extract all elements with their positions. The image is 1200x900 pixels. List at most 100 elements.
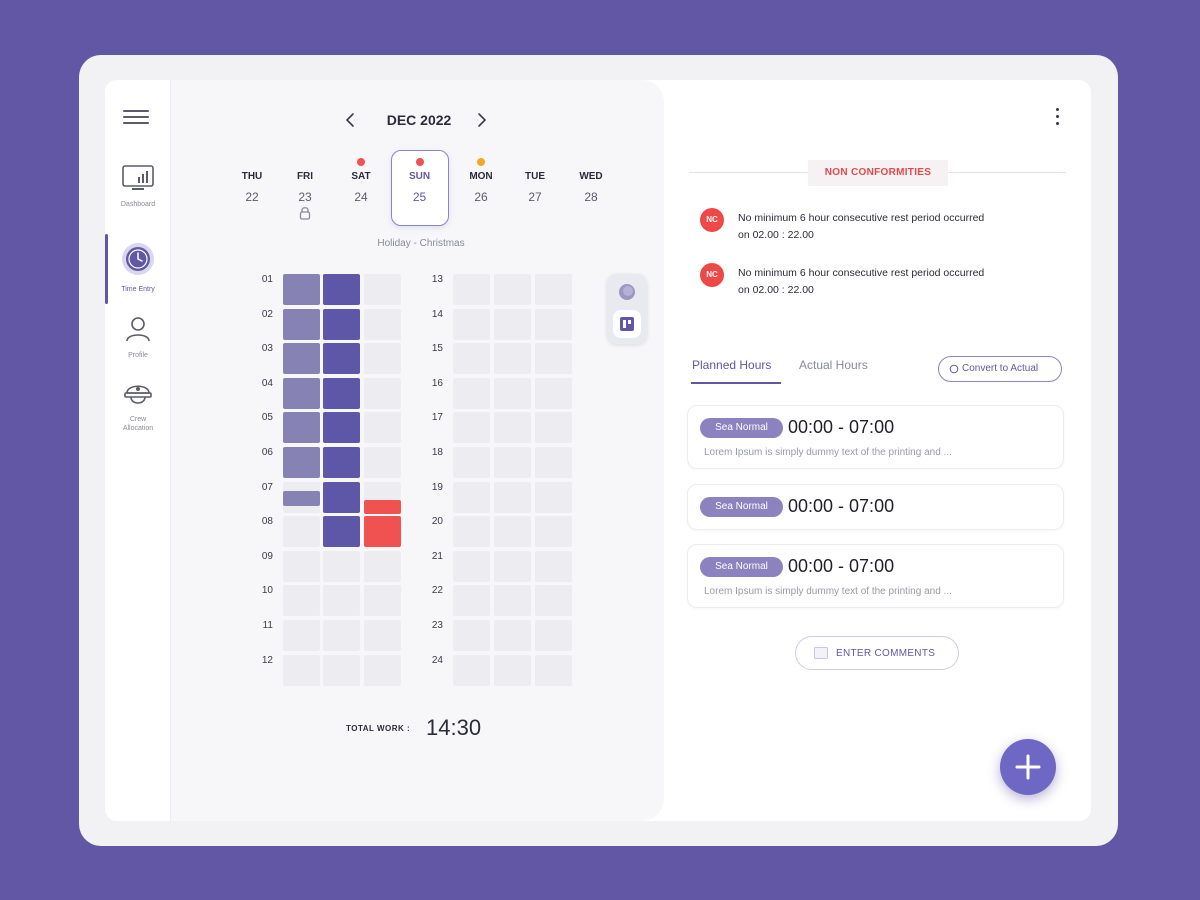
toggle-grid-view[interactable]	[613, 310, 641, 338]
enter-comments-button[interactable]: ENTER COMMENTS	[795, 636, 959, 670]
hour-cell[interactable]	[453, 343, 490, 374]
hour-cell[interactable]	[364, 274, 401, 305]
hour-cell[interactable]	[323, 516, 360, 547]
sidebar-item-time-entry[interactable]: Time Entry	[105, 234, 171, 304]
hour-cell[interactable]	[494, 655, 531, 686]
hour-cell[interactable]	[453, 585, 490, 616]
day-number: 27	[528, 190, 542, 204]
hour-cell[interactable]	[453, 309, 490, 340]
nc-badge: NC	[700, 208, 724, 232]
hour-cell[interactable]	[494, 516, 531, 547]
hour-entry-card[interactable]: Sea Normal 00:00 - 07:00 Lorem Ipsum is …	[687, 405, 1064, 469]
sidebar-item-crew-allocation[interactable]: Crew Allocation	[105, 380, 171, 433]
sidebar-item-dashboard[interactable]: Dashboard	[105, 165, 171, 209]
hour-cell[interactable]	[323, 412, 360, 443]
hour-cell[interactable]	[283, 551, 320, 582]
hour-cell[interactable]	[494, 482, 531, 513]
hour-cell[interactable]	[323, 309, 360, 340]
hour-cell[interactable]	[494, 412, 531, 443]
hour-cell[interactable]	[364, 585, 401, 616]
hour-cell[interactable]	[323, 378, 360, 409]
hour-cell[interactable]	[283, 447, 320, 478]
day-wed[interactable]: WED 28	[562, 150, 620, 226]
sidebar-item-profile[interactable]: Profile	[105, 316, 171, 360]
hour-cell[interactable]	[453, 551, 490, 582]
hour-cell[interactable]	[323, 482, 360, 513]
hour-cell[interactable]	[535, 412, 572, 443]
hour-cell[interactable]	[535, 516, 572, 547]
hour-cell[interactable]	[494, 447, 531, 478]
hour-cell[interactable]	[323, 343, 360, 374]
hour-cell[interactable]	[535, 447, 572, 478]
add-entry-button[interactable]	[1000, 739, 1056, 795]
hour-cell[interactable]	[535, 482, 572, 513]
hour-cell[interactable]	[323, 620, 360, 651]
day-fri[interactable]: FRI 23	[276, 150, 334, 226]
hour-cell[interactable]	[453, 482, 490, 513]
hour-cell[interactable]	[453, 378, 490, 409]
tab-actual-hours[interactable]: Actual Hours	[799, 358, 868, 372]
hour-cell[interactable]	[494, 551, 531, 582]
hour-cell[interactable]	[494, 585, 531, 616]
hour-cell[interactable]	[364, 447, 401, 478]
hour-cell[interactable]	[364, 551, 401, 582]
hour-cell[interactable]	[283, 585, 320, 616]
more-vertical-icon[interactable]	[1051, 106, 1063, 128]
chevron-right-icon[interactable]	[471, 110, 491, 130]
hour-cell[interactable]	[283, 343, 320, 374]
hour-cell[interactable]	[535, 655, 572, 686]
hour-cell[interactable]	[364, 620, 401, 651]
hour-entry-card[interactable]: Sea Normal 00:00 - 07:00	[687, 484, 1064, 530]
hour-cell[interactable]	[494, 343, 531, 374]
toggle-circle-view[interactable]	[613, 278, 641, 306]
hour-cell[interactable]	[283, 491, 320, 506]
hour-cell[interactable]	[283, 412, 320, 443]
hamburger-icon[interactable]	[123, 110, 149, 124]
tab-planned-hours[interactable]: Planned Hours	[692, 358, 772, 372]
hour-cell[interactable]	[535, 620, 572, 651]
day-sun-selected[interactable]: SUN 25	[391, 150, 449, 226]
day-tue[interactable]: TUE 27	[506, 150, 564, 226]
hour-cell[interactable]	[283, 378, 320, 409]
day-thu[interactable]: THU 22	[223, 150, 281, 226]
hour-cell[interactable]	[453, 655, 490, 686]
convert-to-actual-button[interactable]: Convert to Actual	[938, 356, 1062, 382]
hour-cell[interactable]	[535, 274, 572, 305]
hour-cell[interactable]	[535, 551, 572, 582]
hour-cell[interactable]	[364, 343, 401, 374]
hour-cell[interactable]	[453, 447, 490, 478]
day-mon[interactable]: MON 26	[452, 150, 510, 226]
hour-cell[interactable]	[453, 516, 490, 547]
hour-cell[interactable]	[323, 551, 360, 582]
chevron-left-icon[interactable]	[341, 110, 361, 130]
hour-cell[interactable]	[364, 655, 401, 686]
hour-cell[interactable]	[453, 274, 490, 305]
hour-cell[interactable]	[323, 655, 360, 686]
hour-cell[interactable]	[494, 309, 531, 340]
hour-cell[interactable]	[283, 655, 320, 686]
nc-line2: on 02.00 : 22.00	[738, 229, 814, 241]
hour-cell[interactable]	[283, 309, 320, 340]
hour-cell[interactable]	[283, 274, 320, 305]
hour-cell[interactable]	[364, 309, 401, 340]
hour-cell[interactable]	[364, 378, 401, 409]
day-sat[interactable]: SAT 24	[332, 150, 390, 226]
hour-cell[interactable]	[453, 412, 490, 443]
hour-entry-card[interactable]: Sea Normal 00:00 - 07:00 Lorem Ipsum is …	[687, 544, 1064, 608]
hour-cell[interactable]	[283, 620, 320, 651]
hour-cell[interactable]	[535, 378, 572, 409]
hour-cell[interactable]	[494, 620, 531, 651]
hour-cell[interactable]	[364, 500, 401, 514]
hour-cell[interactable]	[323, 585, 360, 616]
hour-cell[interactable]	[535, 309, 572, 340]
hour-cell[interactable]	[453, 620, 490, 651]
hour-cell[interactable]	[535, 585, 572, 616]
hour-cell[interactable]	[323, 274, 360, 305]
hour-cell[interactable]	[364, 412, 401, 443]
hour-cell[interactable]	[535, 343, 572, 374]
hour-cell[interactable]	[494, 274, 531, 305]
hour-cell[interactable]	[364, 516, 401, 547]
hour-cell[interactable]	[283, 516, 320, 547]
hour-cell[interactable]	[323, 447, 360, 478]
hour-cell[interactable]	[494, 378, 531, 409]
